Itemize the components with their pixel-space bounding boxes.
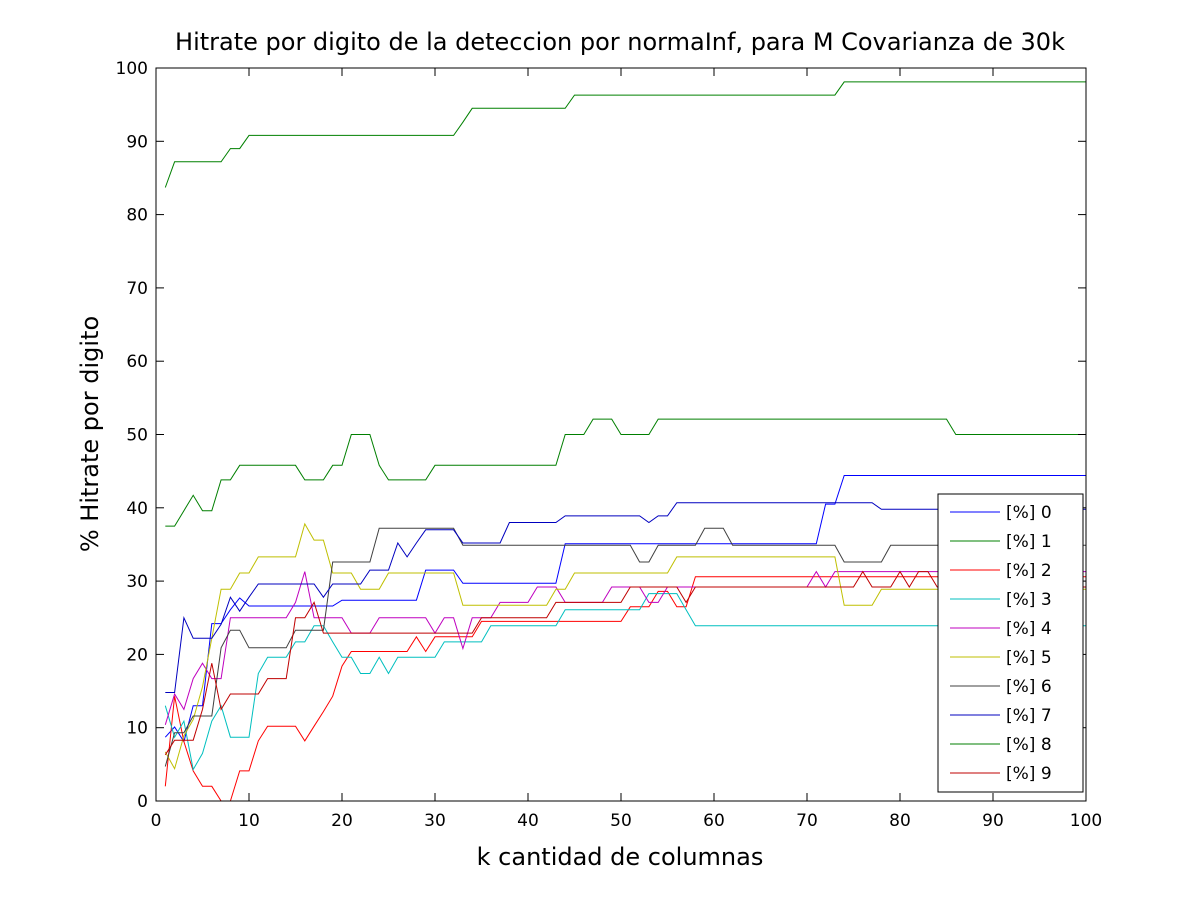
y-tick-label: 70 [126, 279, 148, 299]
x-tick-label: 70 [796, 811, 818, 831]
x-axis-title: k cantidad de columnas [477, 843, 764, 871]
series-line-1 [164, 81, 1086, 188]
y-tick-label: 80 [126, 206, 148, 226]
axes: 0 10 20 30 40 50 60 70 80 90 100 0 10 20 30 40 50 60 70 80 9… [116, 59, 1103, 831]
series-line-7 [165, 502, 1086, 693]
legend-label-4: [%] 4 [1006, 619, 1052, 639]
legend-label-2: [%] 2 [1006, 561, 1052, 581]
y-tick-label: 20 [126, 645, 148, 665]
y-tick-label: 100 [116, 59, 148, 79]
x-tick-label: 60 [703, 811, 725, 831]
y-tick-label: 0 [137, 792, 148, 812]
legend-label-1: [%] 1 [1006, 532, 1052, 552]
x-tick-label: 100 [1070, 811, 1102, 831]
y-axis-title: % Hitrate por digito [76, 316, 104, 552]
x-tick-label: 30 [424, 811, 446, 831]
series-line-6 [164, 527, 1086, 767]
series-line-8 [165, 418, 1086, 527]
legend-box [937, 493, 1084, 793]
x-tick-label: 40 [517, 811, 539, 831]
x-tick-label: 80 [889, 811, 911, 831]
legend-label-8: [%] 8 [1006, 735, 1052, 755]
x-tick-label: 20 [331, 811, 353, 831]
legend-label-6: [%] 6 [1006, 677, 1052, 697]
x-tick-label: 50 [610, 811, 632, 831]
x-tick-label: 90 [982, 811, 1004, 831]
series-line-9 [164, 570, 1086, 756]
x-tick-label: 0 [151, 811, 162, 831]
x-tick-label: 10 [238, 811, 260, 831]
series-line-0 [164, 475, 1086, 743]
legend-label-5: [%] 5 [1006, 648, 1052, 668]
legend-label-0: [%] 0 [1006, 503, 1052, 523]
series-line-5 [164, 522, 1086, 771]
plot-area [164, 81, 1086, 802]
y-tick-label: 30 [126, 572, 148, 592]
chart-title: Hitrate por digito de la deteccion por n… [175, 28, 1065, 56]
y-tick-label: 40 [126, 499, 148, 519]
legend-label-9: [%] 9 [1006, 764, 1052, 784]
y-tick-label: 10 [126, 719, 148, 739]
y-tick-label: 50 [126, 426, 148, 446]
y-tick-label: 90 [126, 132, 148, 152]
y-tick-label: 60 [126, 352, 148, 372]
legend: [%] 0 [%] 1 [%] 2 [%] 3 [%] 4 [%] 5 [%] 6 [%] 7… [937, 493, 1084, 793]
legend-label-7: [%] 7 [1006, 706, 1052, 726]
series-line-3 [164, 593, 1086, 771]
legend-label-3: [%] 3 [1006, 590, 1052, 610]
